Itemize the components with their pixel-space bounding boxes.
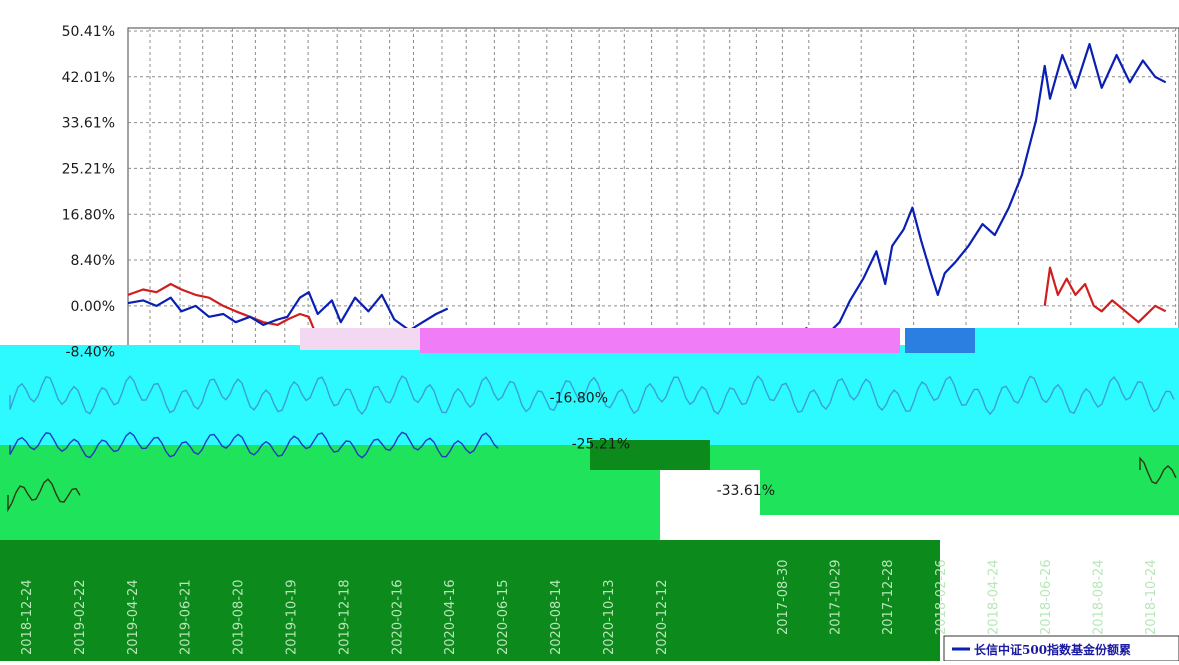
series-layer bbox=[127, 43, 1167, 351]
glitch-block bbox=[590, 440, 710, 470]
y-tick-label: 16.80% bbox=[62, 207, 115, 223]
x-tick-label: 2018-10-24 bbox=[1144, 559, 1159, 635]
x-tick-label: 2017-12-28 bbox=[881, 559, 896, 635]
noise-line bbox=[9, 375, 1175, 416]
grid bbox=[128, 28, 1179, 360]
y-tick-label: 33.61% bbox=[62, 116, 115, 132]
x-tick-label: 2020-06-15 bbox=[496, 579, 511, 655]
y-tick-label: -25.21% bbox=[572, 436, 630, 452]
y-tick-label: -33.61% bbox=[717, 483, 775, 499]
y-tick-label: -16.80% bbox=[550, 390, 608, 406]
glitch-block bbox=[680, 515, 1179, 540]
series-line-red-left bbox=[127, 282, 342, 351]
x-tick-label: 2018-08-24 bbox=[1092, 559, 1107, 635]
legend-box bbox=[943, 635, 1179, 662]
x-tick-label: 2018-02-26 bbox=[934, 559, 949, 635]
y-tick-label: 42.01% bbox=[62, 70, 115, 86]
x-tick-label: 2020-02-16 bbox=[390, 579, 405, 655]
y-tick-label: 25.21% bbox=[62, 161, 115, 177]
noise-line bbox=[9, 431, 499, 459]
y-axis: 50.41% 42.01% 33.61% 25.21% 16.80% 8.40% 0.00%… bbox=[62, 24, 775, 499]
x-tick-label: 2020-08-14 bbox=[549, 579, 564, 655]
series-line-red-right bbox=[1043, 266, 1167, 324]
legend: 长信中证500指数基金份额累 bbox=[943, 635, 1179, 662]
glitch-block bbox=[905, 328, 975, 353]
glitch-block bbox=[975, 328, 1179, 353]
y-tick-label: 50.41% bbox=[62, 24, 115, 40]
x-tick-label: 2020-10-13 bbox=[602, 579, 617, 655]
y-tick-label: -8.40% bbox=[65, 345, 115, 361]
noise-line bbox=[7, 478, 81, 513]
noise-line bbox=[1139, 456, 1177, 485]
y-tick-label: 0.00% bbox=[71, 299, 115, 315]
series-line-blue-right bbox=[804, 43, 1167, 340]
x-axis: 2018-12-24 2019-02-22 2019-04-24 2019-06-21… bbox=[20, 559, 1159, 655]
x-tick-label: 2019-10-19 bbox=[285, 579, 300, 655]
x-tick-label: 2018-12-24 bbox=[20, 579, 35, 655]
series-line-blue-left bbox=[127, 291, 449, 332]
glitch-block bbox=[300, 328, 420, 350]
x-tick-label: 2018-04-24 bbox=[986, 559, 1001, 635]
x-tick-label: 2020-12-12 bbox=[655, 579, 670, 655]
x-tick-label: 2019-12-18 bbox=[337, 579, 352, 655]
x-tick-label: 2020-04-16 bbox=[443, 579, 458, 655]
x-tick-label: 2018-06-26 bbox=[1039, 559, 1054, 635]
y-tick-label: 8.40% bbox=[71, 253, 115, 269]
glitch-block bbox=[0, 540, 940, 661]
x-tick-label: 2019-08-20 bbox=[232, 579, 247, 655]
glitch-artifacts bbox=[0, 328, 1179, 661]
glitch-block bbox=[420, 328, 900, 353]
x-tick-label: 2019-02-22 bbox=[73, 579, 88, 655]
glitch-block bbox=[760, 465, 1179, 520]
x-tick-label: 2019-04-24 bbox=[126, 579, 141, 655]
x-tick-label: 2017-08-30 bbox=[776, 559, 791, 635]
legend-label: 长信中证500指数基金份额累 bbox=[974, 642, 1131, 657]
x-tick-label: 2019-06-21 bbox=[179, 579, 194, 655]
x-tick-label: 2017-10-29 bbox=[829, 559, 844, 635]
